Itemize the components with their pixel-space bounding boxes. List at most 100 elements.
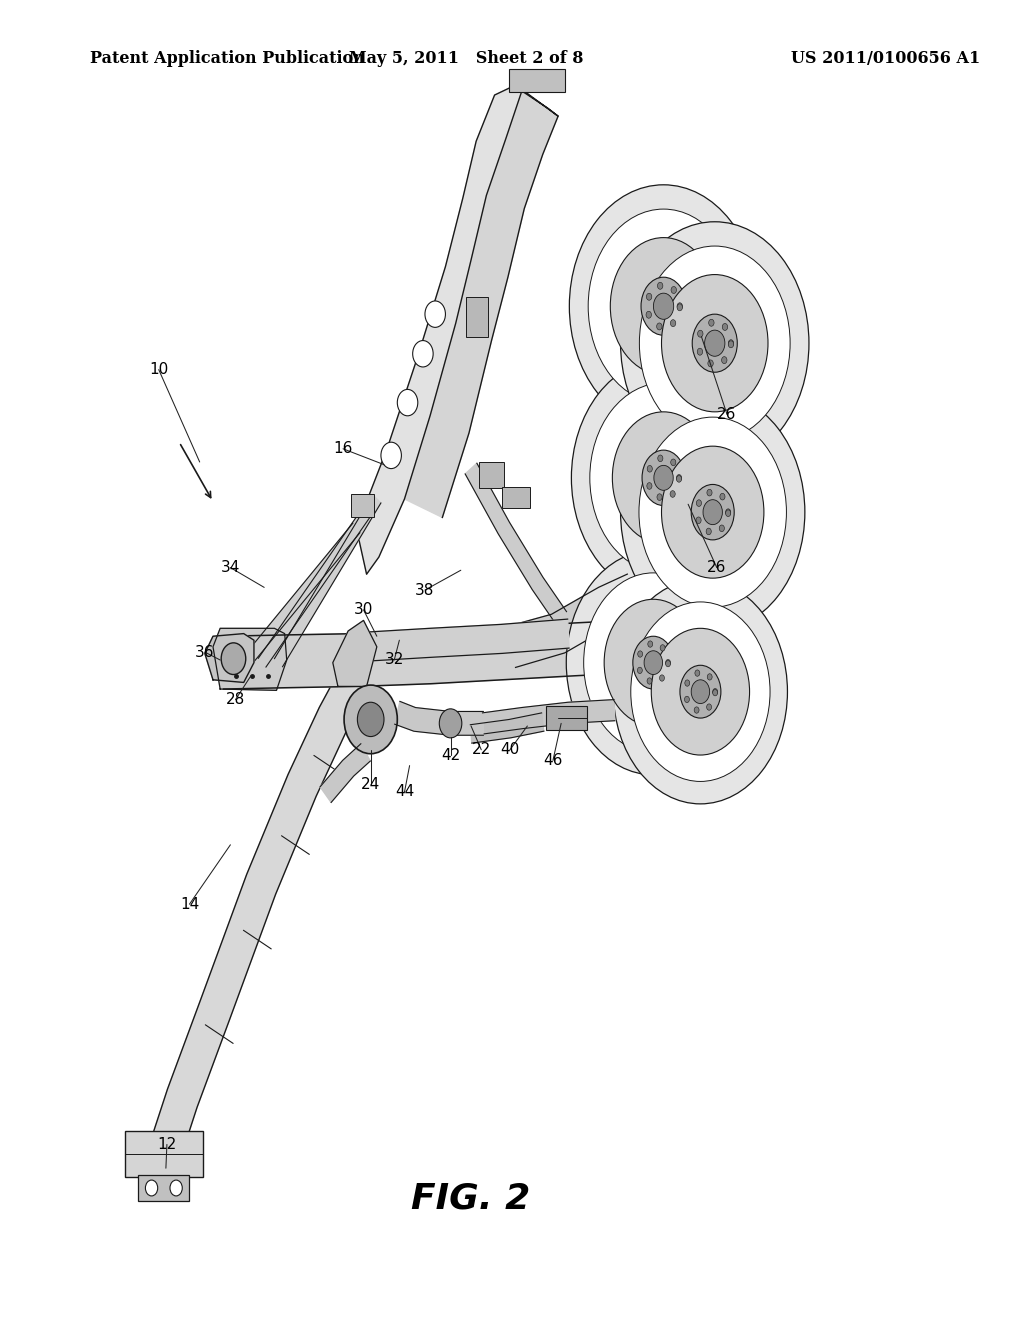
Circle shape: [642, 450, 685, 506]
Circle shape: [677, 474, 682, 482]
Circle shape: [684, 696, 689, 702]
Text: 28: 28: [226, 692, 245, 708]
Circle shape: [705, 330, 725, 356]
Circle shape: [641, 277, 686, 335]
Text: 34: 34: [221, 560, 240, 576]
Circle shape: [381, 442, 401, 469]
Circle shape: [569, 185, 758, 428]
Polygon shape: [465, 463, 566, 624]
Text: 30: 30: [354, 602, 373, 618]
Circle shape: [671, 319, 676, 326]
Circle shape: [612, 412, 715, 544]
Circle shape: [653, 293, 674, 319]
Bar: [509, 69, 565, 92]
Circle shape: [647, 466, 652, 473]
Circle shape: [722, 356, 727, 363]
Circle shape: [647, 483, 652, 490]
Circle shape: [621, 393, 805, 631]
Circle shape: [651, 628, 750, 755]
Circle shape: [697, 330, 703, 337]
Circle shape: [691, 680, 710, 704]
Bar: [479, 462, 504, 488]
Polygon shape: [404, 90, 558, 517]
Circle shape: [425, 301, 445, 327]
Circle shape: [696, 500, 701, 507]
Circle shape: [695, 671, 699, 676]
Circle shape: [692, 314, 737, 372]
Text: 10: 10: [150, 362, 168, 378]
Circle shape: [726, 508, 731, 516]
Circle shape: [660, 644, 665, 651]
Circle shape: [726, 510, 731, 516]
Circle shape: [666, 660, 671, 667]
Polygon shape: [604, 317, 649, 607]
Circle shape: [631, 602, 770, 781]
Circle shape: [685, 680, 690, 686]
Circle shape: [633, 636, 674, 689]
Text: 16: 16: [334, 441, 352, 457]
Text: 26: 26: [708, 560, 726, 576]
Circle shape: [621, 222, 809, 465]
Polygon shape: [258, 508, 371, 667]
Polygon shape: [482, 700, 614, 734]
Circle shape: [145, 1180, 158, 1196]
Text: 40: 40: [501, 742, 519, 758]
Circle shape: [221, 643, 246, 675]
Text: 14: 14: [180, 896, 199, 912]
Circle shape: [677, 475, 682, 482]
Circle shape: [647, 678, 652, 684]
Polygon shape: [514, 86, 558, 116]
Text: 44: 44: [395, 784, 414, 800]
Circle shape: [670, 491, 675, 498]
Circle shape: [648, 642, 652, 647]
Circle shape: [708, 360, 714, 367]
Bar: [466, 297, 488, 337]
Circle shape: [584, 573, 723, 752]
Text: 12: 12: [158, 1137, 176, 1152]
Circle shape: [397, 389, 418, 416]
Circle shape: [677, 304, 682, 310]
Circle shape: [610, 238, 717, 375]
Bar: [546, 706, 587, 730]
Circle shape: [639, 246, 791, 441]
Polygon shape: [470, 713, 544, 743]
Polygon shape: [362, 619, 569, 661]
Polygon shape: [151, 664, 370, 1156]
Polygon shape: [205, 634, 254, 682]
Polygon shape: [333, 620, 377, 686]
Polygon shape: [223, 618, 656, 689]
Circle shape: [720, 494, 725, 500]
Text: 42: 42: [441, 747, 460, 763]
Circle shape: [357, 702, 384, 737]
Circle shape: [709, 319, 714, 326]
Circle shape: [708, 673, 712, 680]
Circle shape: [696, 517, 701, 524]
Circle shape: [439, 709, 462, 738]
Text: FIG. 2: FIG. 2: [412, 1181, 530, 1216]
Circle shape: [613, 579, 787, 804]
Circle shape: [638, 651, 643, 657]
Text: May 5, 2011   Sheet 2 of 8: May 5, 2011 Sheet 2 of 8: [348, 50, 584, 66]
Bar: [138, 1175, 189, 1201]
Circle shape: [170, 1180, 182, 1196]
Circle shape: [646, 293, 652, 300]
Circle shape: [728, 339, 733, 347]
Text: US 2011/0100656 A1: US 2011/0100656 A1: [792, 50, 980, 66]
Circle shape: [707, 528, 712, 535]
Circle shape: [657, 455, 663, 462]
Polygon shape: [274, 495, 381, 667]
Circle shape: [707, 704, 712, 710]
Circle shape: [691, 484, 734, 540]
Bar: [502, 487, 530, 508]
Circle shape: [590, 383, 737, 573]
Text: 24: 24: [361, 776, 380, 792]
Circle shape: [713, 689, 718, 696]
Circle shape: [656, 323, 663, 330]
Polygon shape: [394, 701, 483, 735]
Circle shape: [703, 500, 722, 524]
Polygon shape: [213, 628, 287, 690]
Circle shape: [697, 348, 702, 355]
Circle shape: [657, 282, 663, 289]
Text: 26: 26: [718, 407, 736, 422]
Text: 46: 46: [544, 752, 562, 768]
